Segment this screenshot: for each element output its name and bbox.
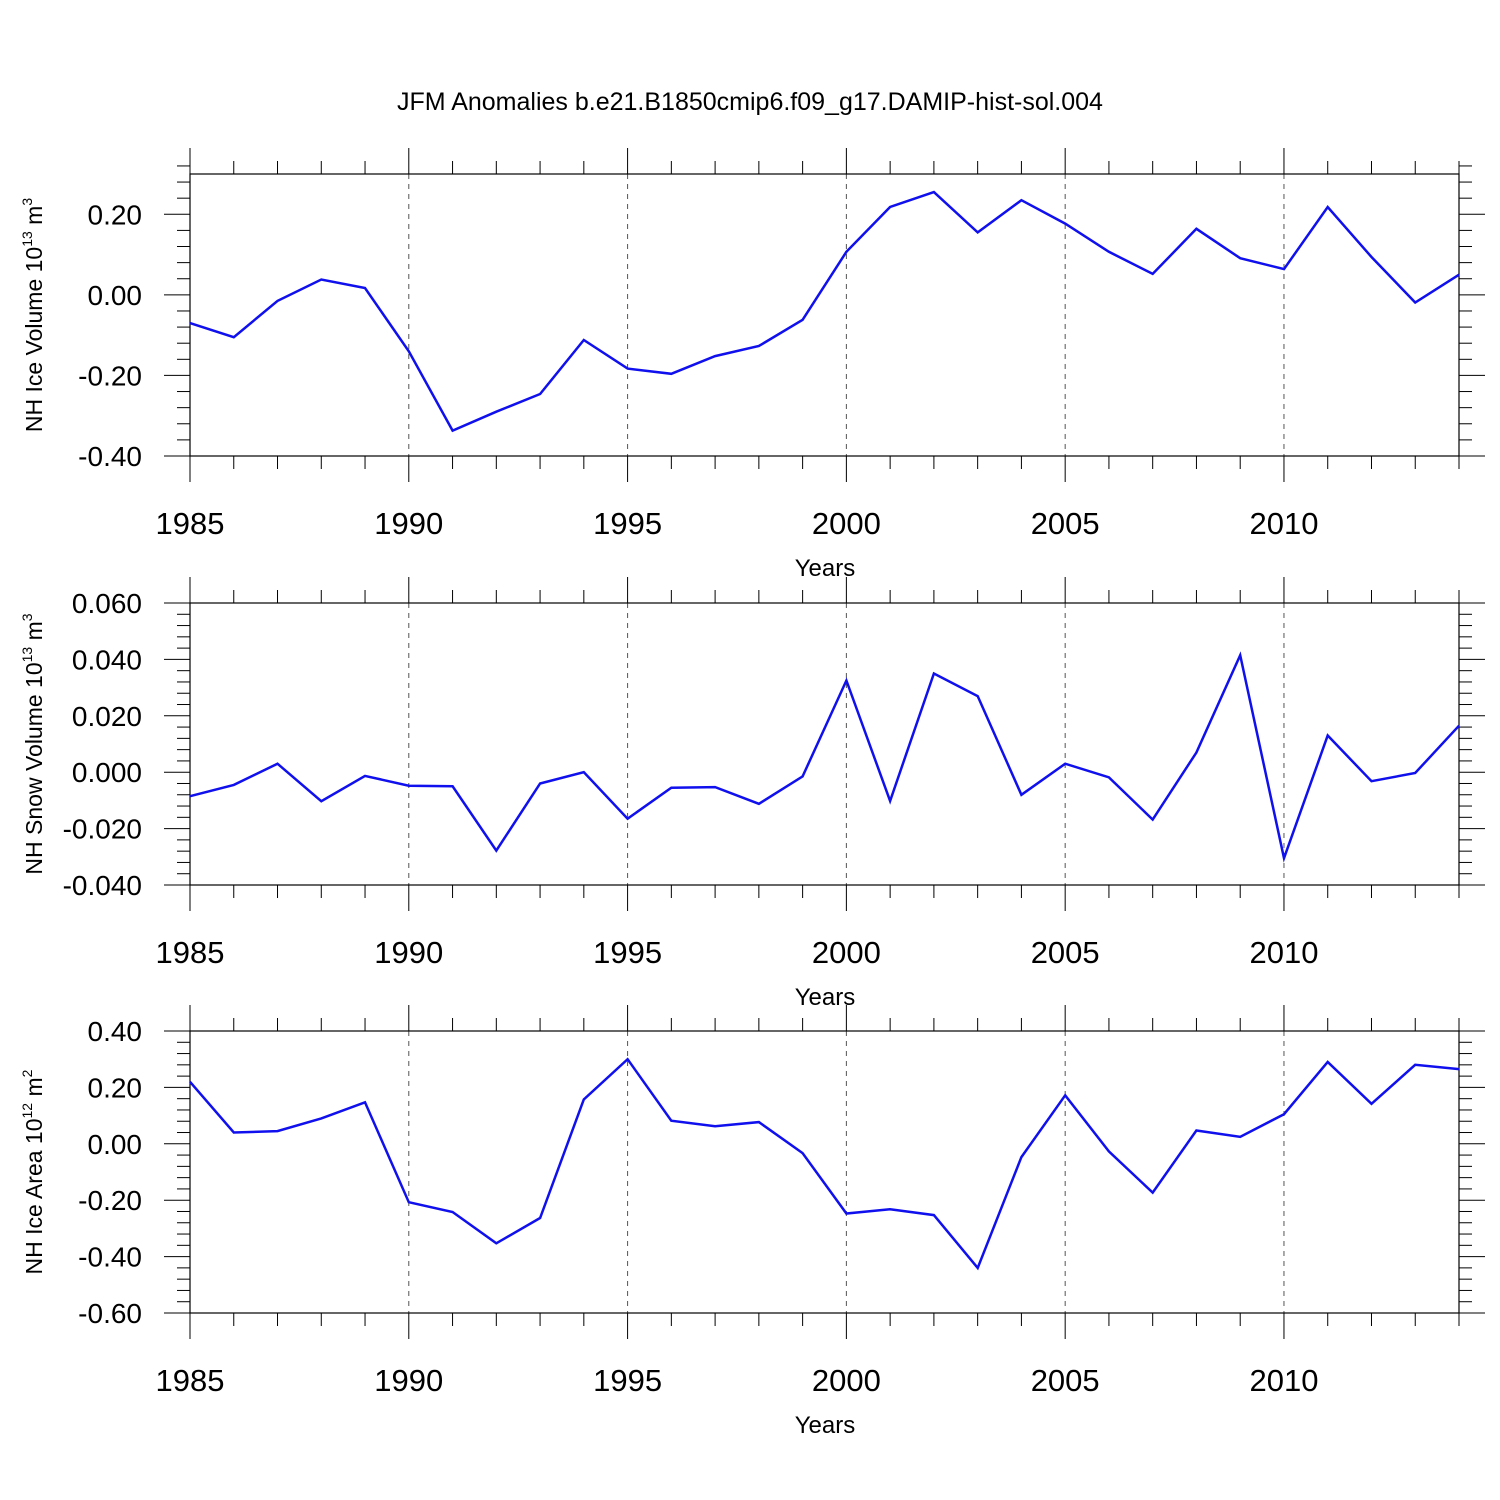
y-tick-label: -0.040 xyxy=(63,870,142,901)
x-tick-label: 1985 xyxy=(156,506,225,541)
y-tick-label: -0.20 xyxy=(78,1185,142,1216)
y-axis-title: NH Snow Volume 1013 m3 xyxy=(19,613,47,874)
chart-panel-3: 1985 1990 1995 2000 2005 2010 -0.60 -0.40 -0.20 0… xyxy=(19,1005,1485,1439)
y-tick-label: -0.020 xyxy=(63,814,142,845)
y-tick-label: 0.20 xyxy=(88,1072,143,1103)
x-axis-title: Years xyxy=(795,1412,856,1439)
chart-panel-2: 1985 1990 1995 2000 2005 2010 -0.040 -0.020 0.00… xyxy=(19,577,1485,1011)
x-tick-label: 2000 xyxy=(812,1363,881,1398)
series-line-1 xyxy=(189,190,1460,433)
y-tick-label: 0.020 xyxy=(72,701,142,732)
figure-title: JFM Anomalies b.e21.B1850cmip6.f09_g17.D… xyxy=(397,88,1103,116)
y-tick-label: -0.60 xyxy=(78,1298,142,1329)
y-tick-label: 0.000 xyxy=(72,757,142,788)
y-axis-title: NH Ice Volume 1013 m3 xyxy=(19,198,47,433)
panels: 1985 1990 1995 2000 2005 2010 -0.40 -0.20 0.00 0.… xyxy=(19,148,1485,1439)
x-tick-label: 1985 xyxy=(156,1363,225,1398)
x-tick-label: 2000 xyxy=(812,506,881,541)
y-tick-label: 0.20 xyxy=(88,199,143,230)
x-tick-label: 2005 xyxy=(1031,506,1100,541)
x-tick-label: 2010 xyxy=(1249,506,1318,541)
plot-frame xyxy=(189,602,1460,886)
y-tick-label: 0.40 xyxy=(88,1016,143,1047)
y-tick-label: -0.40 xyxy=(78,1242,142,1273)
x-tick-label: 1995 xyxy=(593,1363,662,1398)
x-tick-label: 1995 xyxy=(593,935,662,970)
chart-panel-1: 1985 1990 1995 2000 2005 2010 -0.40 -0.20 0.00 0.… xyxy=(19,148,1485,582)
x-tick-label: 2005 xyxy=(1031,935,1100,970)
x-tick-label: 1990 xyxy=(374,506,443,541)
y-tick-label: 0.00 xyxy=(88,280,143,311)
x-tick-label: 2005 xyxy=(1031,1363,1100,1398)
x-tick-label: 1985 xyxy=(156,935,225,970)
x-axis-title: Years xyxy=(795,555,856,582)
x-tick-label: 1990 xyxy=(374,1363,443,1398)
plot-frame xyxy=(189,173,1460,457)
series-line-1 xyxy=(189,1057,1460,1271)
y-tick-label: -0.40 xyxy=(78,441,142,472)
x-tick-label: 2010 xyxy=(1249,1363,1318,1398)
series-line-1 xyxy=(189,651,1460,863)
plot-frame xyxy=(189,1030,1460,1314)
x-tick-label: 1990 xyxy=(374,935,443,970)
y-axis-title: NH Ice Area 1012 m2 xyxy=(19,1069,47,1274)
y-tick-label: 0.00 xyxy=(88,1129,143,1160)
y-tick-label: 0.060 xyxy=(72,588,142,619)
x-axis-title: Years xyxy=(795,984,856,1011)
y-tick-label: -0.20 xyxy=(78,360,142,391)
x-tick-label: 1995 xyxy=(593,506,662,541)
x-tick-label: 2010 xyxy=(1249,935,1318,970)
y-tick-label: 0.040 xyxy=(72,644,142,675)
x-tick-label: 2000 xyxy=(812,935,881,970)
